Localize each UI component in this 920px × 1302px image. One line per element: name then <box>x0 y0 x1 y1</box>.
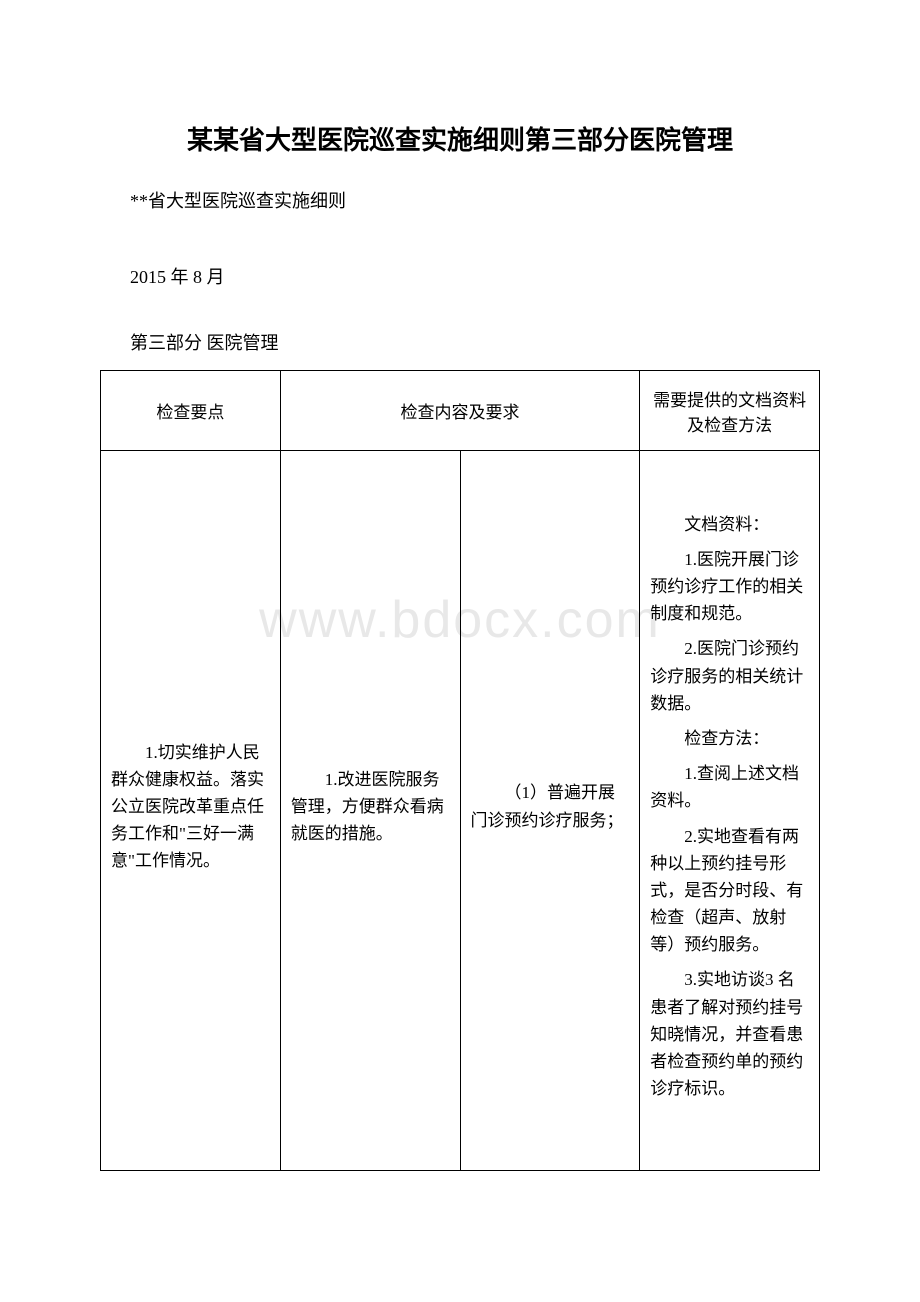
material-item: 检查方法： <box>650 725 809 752</box>
section-label: 第三部分 医院管理 <box>100 329 820 355</box>
material-item: 1.医院开展门诊预约诊疗工作的相关制度和规范。 <box>650 546 809 628</box>
cell-check-content: 1.改进医院服务管理，方便群众看病就医的措施。 <box>280 451 460 1171</box>
materials-list: 文档资料： 1.医院开展门诊预约诊疗工作的相关制度和规范。 2.医院门诊预约诊疗… <box>650 511 809 1103</box>
material-item: 2.医院门诊预约诊疗服务的相关统计数据。 <box>650 635 809 717</box>
check-content-text: 1.改进医院服务管理，方便群众看病就医的措施。 <box>291 766 450 848</box>
material-item: 3.实地访谈3 名患者了解对预约挂号知晓情况，并查看患者检查预约单的预约诊疗标识… <box>650 966 809 1102</box>
inspection-table: 检查要点 检查内容及要求 需要提供的文档资料及检查方法 1.切实维护人民群众健康… <box>100 370 820 1171</box>
header-col2: 检查内容及要求 <box>280 371 640 451</box>
cell-check-detail: （1）普遍开展门诊预约诊疗服务； <box>460 451 640 1171</box>
check-point-text: 1.切实维护人民群众健康权益。落实公立医院改革重点任务工作和"三好一满意"工作情… <box>111 739 270 875</box>
header-col4: 需要提供的文档资料及检查方法 <box>640 371 820 451</box>
material-item: 文档资料： <box>650 511 809 538</box>
table-header-row: 检查要点 检查内容及要求 需要提供的文档资料及检查方法 <box>101 371 820 451</box>
check-detail-text: （1）普遍开展门诊预约诊疗服务； <box>471 779 630 833</box>
material-item: 2.实地查看有两种以上预约挂号形式，是否分时段、有检查（超声、放射等）预约服务。 <box>650 823 809 959</box>
cell-check-point: 1.切实维护人民群众健康权益。落实公立医院改革重点任务工作和"三好一满意"工作情… <box>101 451 281 1171</box>
table-row: 1.切实维护人民群众健康权益。落实公立医院改革重点任务工作和"三好一满意"工作情… <box>101 451 820 1171</box>
subtitle: **省大型医院巡查实施细则 <box>100 187 820 213</box>
header-col1: 检查要点 <box>101 371 281 451</box>
cell-materials: 文档资料： 1.医院开展门诊预约诊疗工作的相关制度和规范。 2.医院门诊预约诊疗… <box>640 451 820 1171</box>
document-content: 某某省大型医院巡查实施细则第三部分医院管理 **省大型医院巡查实施细则 2015… <box>100 120 820 1171</box>
document-date: 2015 年 8 月 <box>100 263 820 289</box>
page-title: 某某省大型医院巡查实施细则第三部分医院管理 <box>100 120 820 157</box>
material-item: 1.查阅上述文档资料。 <box>650 760 809 814</box>
